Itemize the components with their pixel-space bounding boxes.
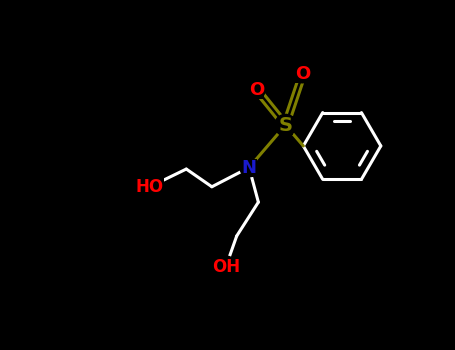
Text: OH: OH: [212, 258, 240, 276]
Text: O: O: [249, 81, 264, 99]
Circle shape: [294, 66, 311, 83]
Circle shape: [137, 174, 162, 199]
Circle shape: [275, 114, 296, 136]
Circle shape: [240, 158, 258, 177]
Circle shape: [248, 81, 265, 98]
Circle shape: [215, 256, 237, 278]
Text: S: S: [278, 116, 293, 135]
Text: O: O: [295, 65, 310, 83]
Text: N: N: [242, 159, 257, 176]
Text: HO: HO: [136, 178, 164, 196]
